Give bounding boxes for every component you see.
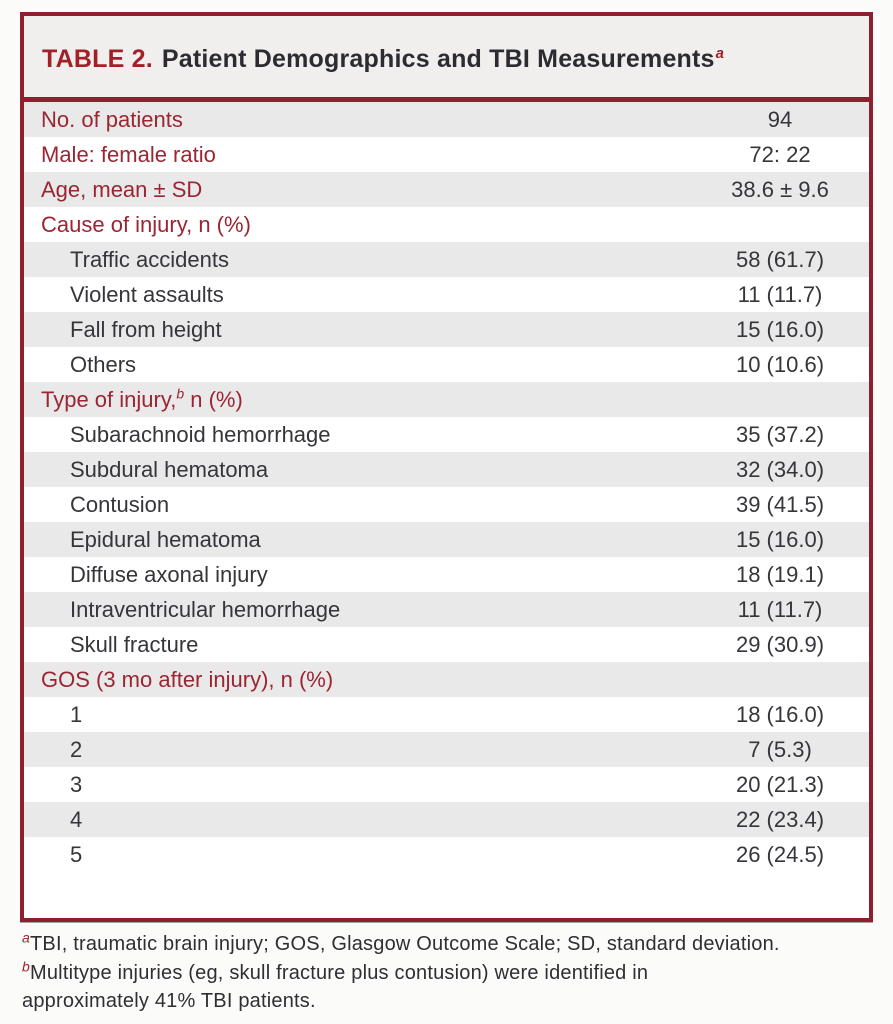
table-row: 5 26 (24.5) — [24, 837, 869, 872]
row-label: Subarachnoid hemorrhage — [70, 422, 331, 447]
row-value: 72: 22 — [749, 142, 811, 167]
footnote-superscript: b — [22, 957, 30, 974]
table-row: Subarachnoid hemorrhage 35 (37.2) — [24, 417, 869, 452]
row-value: 29 (30.9) — [735, 632, 825, 657]
row-label: No. of patients — [41, 107, 183, 132]
footnote-superscript: a — [22, 929, 30, 946]
row-value: 35 (37.2) — [735, 422, 825, 447]
table-row: Skull fracture 29 (30.9) — [24, 627, 869, 662]
row-value: 39 (41.5) — [735, 492, 825, 517]
footnote: bMultitype injuries (eg, skull fracture … — [22, 957, 649, 1012]
row-value: 32 (34.0) — [735, 457, 825, 482]
table-row: Cause of injury, n (%) — [24, 207, 869, 242]
table-row: GOS (3 mo after injury), n (%) — [24, 662, 869, 697]
row-value: 58 (61.7) — [735, 247, 825, 272]
table-row: Epidural hematoma 15 (16.0) — [24, 522, 869, 557]
row-label: Others — [70, 352, 137, 377]
row-label: Cause of injury, n (%) — [41, 212, 251, 237]
table-row: No. of patients 94 — [24, 102, 869, 137]
table-title-text: Patient Demographics and TBI Measurement… — [161, 44, 725, 73]
row-label: Traffic accidents — [70, 247, 229, 272]
table-title: TABLE 2. Patient Demographics and TBI Me… — [24, 16, 869, 102]
row-label: Violent assaults — [70, 282, 224, 307]
row-label: Intraventricular hemorrhage — [70, 597, 341, 622]
table-footnotes: aTBI, traumatic brain injury; GOS, Glasg… — [22, 930, 872, 1016]
table-title-label: TABLE 2. — [42, 45, 153, 73]
table-row: Subdural hematoma 32 (34.0) — [24, 452, 869, 487]
row-label: Skull fracture — [70, 632, 199, 657]
row-label: Diffuse axonal injury — [70, 562, 268, 587]
row-value: 38.6 ± 9.6 — [731, 177, 829, 202]
row-value: 15 (16.0) — [735, 527, 825, 552]
table-row: Type of injury,b n (%) — [24, 382, 869, 417]
row-value: 26 (24.5) — [735, 842, 825, 867]
row-label: Subdural hematoma — [70, 457, 269, 482]
row-label: 5 — [70, 842, 83, 867]
table-title-superscript: a — [715, 44, 725, 62]
row-label: 4 — [70, 807, 83, 832]
row-value: 15 (16.0) — [735, 317, 825, 342]
table-card: TABLE 2. Patient Demographics and TBI Me… — [20, 12, 873, 922]
row-value: 18 (19.1) — [735, 562, 825, 587]
table-body: No. of patients 94 Male: female ratio 72… — [24, 102, 869, 872]
row-value: 20 (21.3) — [735, 772, 825, 797]
table-row: Intraventricular hemorrhage 11 (11.7) — [24, 592, 869, 627]
table-row: Age, mean ± SD 38.6 ± 9.6 — [24, 172, 869, 207]
row-label: Fall from height — [70, 317, 222, 342]
row-value: 7 (5.3) — [748, 737, 812, 762]
table-row: 3 20 (21.3) — [24, 767, 869, 802]
table-row: 2 7 (5.3) — [24, 732, 869, 767]
row-label: Type of injury,b n (%) — [41, 385, 243, 412]
row-value: 94 — [767, 107, 793, 132]
row-label: 3 — [70, 772, 83, 797]
table-row: Others 10 (10.6) — [24, 347, 869, 382]
table-row: Contusion 39 (41.5) — [24, 487, 869, 522]
table-row: Fall from height 15 (16.0) — [24, 312, 869, 347]
table-row: Male: female ratio 72: 22 — [24, 137, 869, 172]
row-label: Male: female ratio — [41, 142, 216, 167]
row-label: Epidural hematoma — [70, 527, 261, 552]
row-label: Contusion — [70, 492, 170, 517]
row-value: 11 (11.7) — [737, 597, 823, 622]
row-label: Age, mean ± SD — [41, 177, 203, 202]
table-row: Diffuse axonal injury 18 (19.1) — [24, 557, 869, 592]
row-label: 2 — [70, 737, 83, 762]
table-row: Traffic accidents 58 (61.7) — [24, 242, 869, 277]
row-value: 11 (11.7) — [737, 282, 823, 307]
table-row: 4 22 (23.4) — [24, 802, 869, 837]
row-value: 10 (10.6) — [735, 352, 825, 377]
row-label: GOS (3 mo after injury), n (%) — [41, 667, 334, 692]
table-row: 1 18 (16.0) — [24, 697, 869, 732]
row-value: 18 (16.0) — [735, 702, 825, 727]
row-value: 22 (23.4) — [735, 807, 825, 832]
table-row: Violent assaults 11 (11.7) — [24, 277, 869, 312]
footnote: aTBI, traumatic brain injury; GOS, Glasg… — [22, 929, 780, 955]
row-label: 1 — [70, 702, 83, 727]
